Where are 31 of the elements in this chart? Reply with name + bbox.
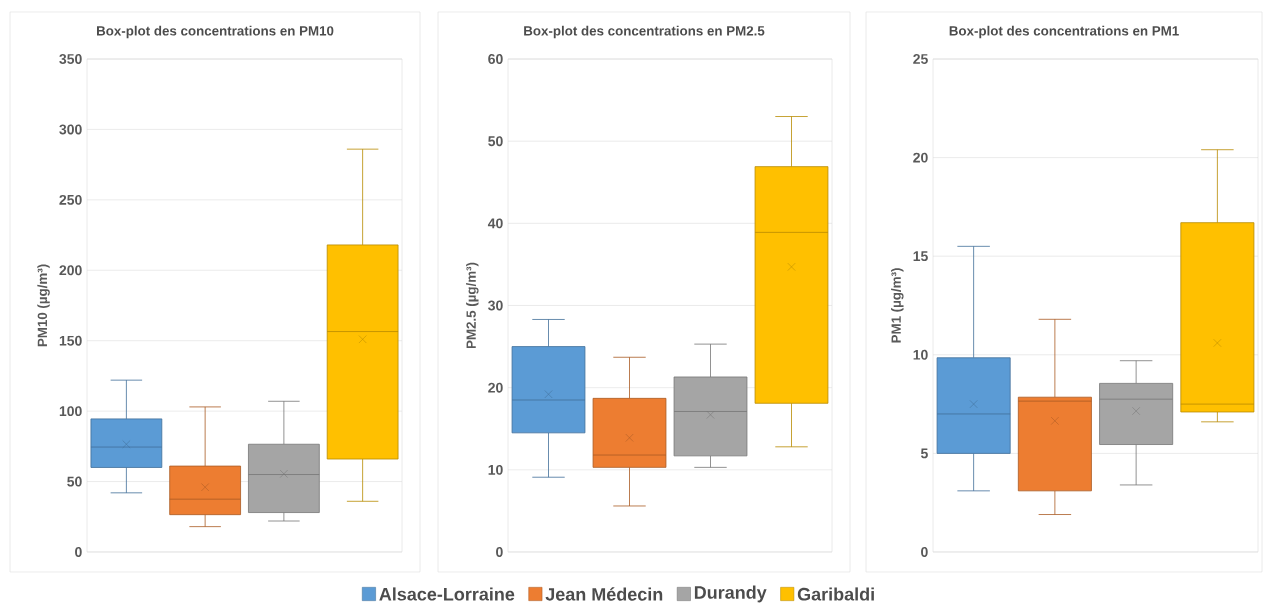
legend-label: Alsace-Lorraine (379, 587, 515, 601)
y-tick-label: 60 (488, 54, 503, 64)
legend-label: Garibaldi (797, 587, 874, 601)
chart-title: Box-plot des concentrations en PM2.5 (524, 25, 765, 39)
y-tick-label: 0 (921, 547, 928, 557)
legend-label: Durandy (694, 585, 767, 603)
y-tick-label: 20 (913, 152, 928, 163)
y-tick-label: 10 (913, 349, 928, 360)
y-tick-label: 5 (920, 448, 928, 459)
legend-label: Jean Médecin (545, 587, 663, 601)
y-tick-label: 50 (488, 136, 503, 147)
y-tick-label: 30 (488, 300, 503, 311)
y-axis-title: PM1 (µg/m³) (891, 268, 904, 343)
y-tick-label: 25 (913, 54, 928, 64)
y-tick-label: 0 (496, 547, 503, 557)
y-tick-label: 150 (59, 335, 82, 346)
y-tick-label: 50 (67, 476, 82, 487)
y-tick-label: 10 (488, 464, 503, 475)
y-tick-label: 350 (59, 54, 82, 64)
y-axis-title: PM10 (µg/m³) (37, 264, 50, 347)
y-axis-title: PM2.5 (µg/m³) (466, 262, 479, 349)
chart-title: Box-plot des concentrations en PM1 (949, 25, 1179, 39)
y-tick-label: 40 (487, 218, 503, 229)
chart-title: Box-plot des concentrations en PM10 (97, 25, 334, 39)
y-tick-label: 0 (75, 547, 82, 557)
y-tick-label: 250 (59, 194, 82, 205)
y-tick-label: 100 (59, 406, 82, 417)
y-tick-label: 15 (913, 251, 928, 262)
y-tick-label: 20 (488, 382, 503, 393)
y-tick-label: 200 (59, 265, 82, 276)
y-tick-label: 300 (59, 124, 82, 135)
